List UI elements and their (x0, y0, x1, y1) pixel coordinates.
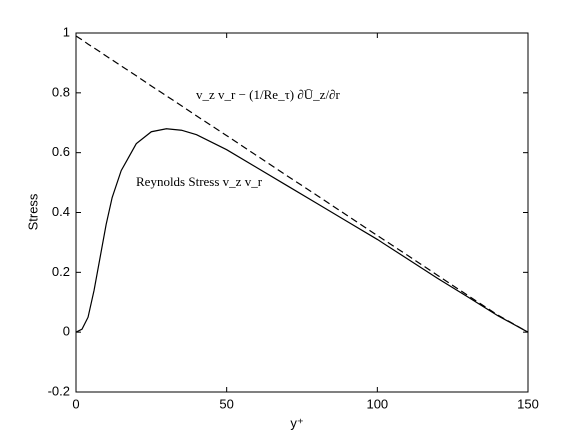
y-tick-label: 0.8 (52, 84, 70, 99)
annotation: v_z v_r − (1/Re_τ) ∂Ū_z/∂r (196, 87, 340, 102)
y-axis-label: Stress (25, 193, 40, 230)
y-tick-label: -0.2 (48, 383, 70, 398)
series-line (75, 35, 529, 333)
x-axis-label: y⁺ (290, 415, 303, 430)
y-tick-label: 1 (63, 24, 70, 39)
x-tick-label: 50 (219, 396, 233, 411)
y-tick-label: 0.2 (52, 264, 70, 279)
y-tick-label: 0 (63, 324, 70, 339)
annotation: Reynolds Stress v_z v_r (136, 174, 263, 189)
y-tick-label: 0.4 (52, 204, 70, 219)
series-line (75, 128, 529, 333)
x-tick-label: 100 (366, 396, 388, 411)
x-tick-label: 150 (517, 396, 539, 411)
y-tick-label: 0.6 (52, 144, 70, 159)
x-tick-label: 0 (72, 396, 79, 411)
